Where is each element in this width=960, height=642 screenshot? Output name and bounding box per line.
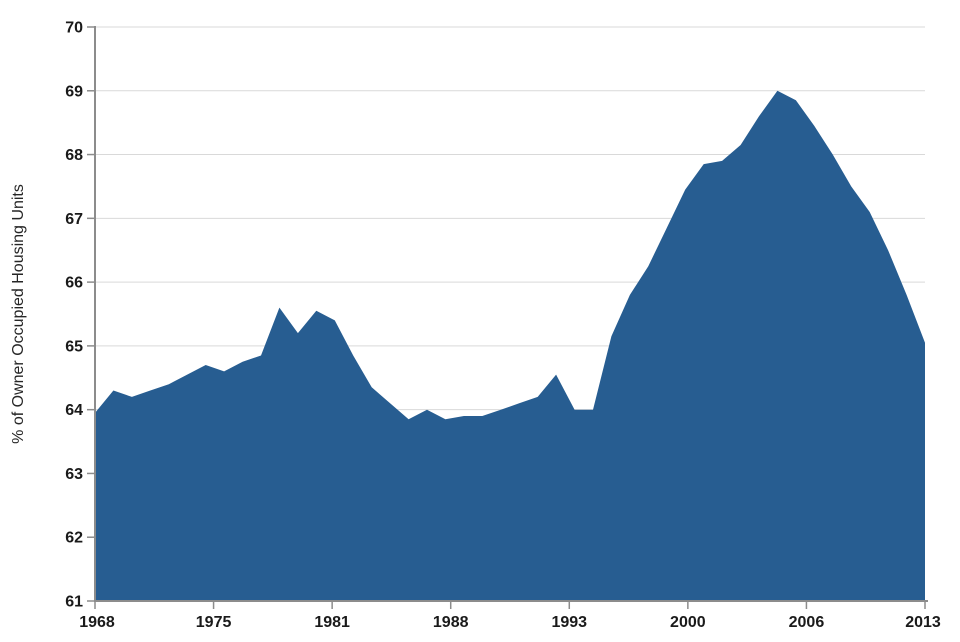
x-tick-label: 2000 (670, 614, 706, 631)
x-tick-label: 2013 (905, 614, 941, 631)
y-tick-label: 65 (65, 338, 83, 355)
x-tick-label: 1993 (551, 614, 587, 631)
axes-layer (87, 26, 928, 609)
y-tick-label: 64 (65, 402, 83, 419)
y-tick-label: 61 (65, 594, 83, 611)
y-tick-label: 70 (65, 20, 83, 37)
x-tick-label: 1988 (433, 614, 469, 631)
area-shape (95, 90, 925, 602)
tick-labels-layer: 61 62 63 64 65 66 67 68 69 70 1968 1975 1981 1988 1993… (65, 20, 941, 632)
y-tick-label: 68 (65, 147, 83, 164)
y-tick-label: 62 (65, 530, 83, 547)
x-tick-label: 2006 (789, 614, 825, 631)
x-tick-label: 1975 (196, 614, 232, 631)
x-tick-label: 1981 (314, 614, 350, 631)
y-tick-label: 66 (65, 275, 83, 292)
x-tick-label: 1968 (79, 614, 115, 631)
y-axis-title: % of Owner Occupied Housing Units (10, 184, 27, 444)
y-tick-label: 69 (65, 83, 83, 100)
y-tick-label: 67 (65, 211, 83, 228)
area-series-layer (95, 90, 925, 602)
y-tick-label: 63 (65, 466, 83, 483)
